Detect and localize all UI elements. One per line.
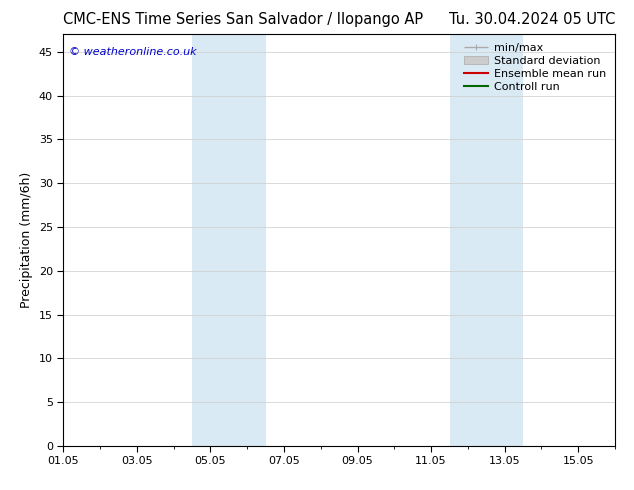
Legend: min/max, Standard deviation, Ensemble mean run, Controll run: min/max, Standard deviation, Ensemble me…: [460, 40, 609, 95]
Bar: [450, 34, 523, 446]
Text: Tu. 30.04.2024 05 UTC: Tu. 30.04.2024 05 UTC: [449, 12, 615, 27]
Text: CMC-ENS Time Series San Salvador / Ilopango AP: CMC-ENS Time Series San Salvador / Ilopa…: [63, 12, 424, 27]
Text: © weatheronline.co.uk: © weatheronline.co.uk: [69, 47, 197, 57]
Y-axis label: Precipitation (mm/6h): Precipitation (mm/6h): [20, 172, 34, 308]
Bar: [192, 34, 266, 446]
